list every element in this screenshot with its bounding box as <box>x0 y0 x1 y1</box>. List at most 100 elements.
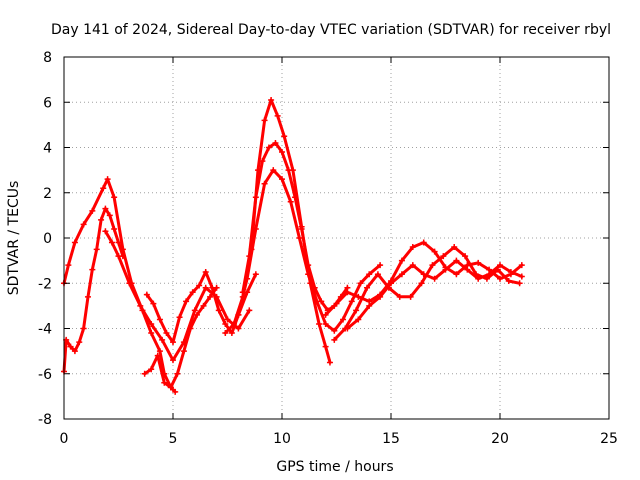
data-point <box>170 339 176 346</box>
data-point <box>316 320 323 327</box>
grid-layer <box>64 57 609 419</box>
data-point <box>507 268 514 275</box>
data-point <box>174 370 181 377</box>
data-point <box>298 225 305 232</box>
data-point <box>261 117 268 124</box>
data-point <box>420 271 427 278</box>
data-point <box>108 239 115 246</box>
data-point <box>407 293 414 300</box>
data-point <box>366 271 373 278</box>
data-point <box>322 311 329 318</box>
series-line <box>332 245 522 342</box>
y-tick-label: 2 <box>43 186 52 202</box>
data-point <box>462 253 469 260</box>
data-point <box>344 325 351 332</box>
data-point <box>252 194 259 201</box>
data-point <box>505 277 512 284</box>
data-point <box>440 253 447 260</box>
data-point <box>388 280 394 287</box>
data-point <box>98 216 105 223</box>
data-point <box>202 268 209 275</box>
data-point <box>287 198 294 205</box>
x-tick-label: 0 <box>60 431 69 447</box>
series-line <box>103 229 251 362</box>
data-point <box>357 280 364 287</box>
data-point <box>80 221 87 228</box>
data-point <box>398 257 405 264</box>
data-point <box>183 298 190 305</box>
data-point <box>159 336 166 343</box>
data-point <box>89 266 96 273</box>
data-point <box>464 266 471 273</box>
data-point <box>228 330 235 337</box>
y-tick-label: 6 <box>43 95 52 111</box>
data-point <box>102 228 109 235</box>
data-point <box>418 280 425 287</box>
data-point <box>261 180 268 187</box>
data-point <box>93 246 100 253</box>
data-point <box>106 212 113 219</box>
data-point <box>154 352 161 359</box>
data-point <box>84 293 91 300</box>
data-point <box>222 320 229 327</box>
satellite-track-9 <box>322 239 525 318</box>
data-point <box>340 316 347 323</box>
data-point <box>518 273 525 280</box>
data-point <box>115 253 122 260</box>
data-point <box>65 262 72 269</box>
data-point <box>292 194 299 201</box>
data-point <box>150 300 157 307</box>
y-tick-label: 0 <box>43 231 52 247</box>
data-point <box>67 343 74 350</box>
data-point <box>305 271 312 278</box>
data-point <box>137 302 144 309</box>
data-point <box>148 320 155 327</box>
data-point <box>111 225 118 232</box>
data-point <box>235 325 242 332</box>
x-tick-label: 10 <box>273 431 291 447</box>
data-point <box>377 293 384 300</box>
data-point <box>483 275 490 282</box>
series-line <box>62 177 177 394</box>
data-point <box>326 359 333 366</box>
data-point <box>156 348 163 355</box>
data-point <box>259 158 266 165</box>
data-point <box>429 262 436 269</box>
data-point <box>274 112 281 119</box>
data-point <box>497 262 503 269</box>
satellite-track-11 <box>344 257 525 332</box>
data-point <box>244 275 251 282</box>
data-point <box>246 307 253 314</box>
satellite-track-3 <box>102 228 253 364</box>
series-line <box>143 286 219 389</box>
data-point <box>191 307 198 314</box>
data-point <box>141 370 148 377</box>
data-point <box>331 327 338 334</box>
data-point <box>431 275 438 282</box>
data-point <box>272 139 279 146</box>
data-point <box>104 176 111 183</box>
data-point <box>475 259 482 266</box>
satellite-track-10 <box>331 244 523 343</box>
data-point <box>279 176 285 183</box>
data-point <box>313 298 320 305</box>
data-point <box>252 271 259 278</box>
data-point <box>252 225 259 232</box>
data-point <box>409 244 416 251</box>
data-point <box>516 280 523 287</box>
data-point <box>148 366 155 373</box>
series-layer <box>61 96 525 395</box>
data-point <box>163 330 170 337</box>
data-point <box>344 289 351 296</box>
data-point <box>268 96 275 103</box>
data-point <box>213 284 220 291</box>
data-point <box>331 336 338 343</box>
tick-label-layer: 0 5 10 15 20 25 -8 -6 -4 -2 0 2 4 6 8 <box>38 50 618 447</box>
data-point <box>167 384 174 391</box>
y-tick-label: -6 <box>38 367 52 383</box>
data-point <box>322 343 329 350</box>
data-point <box>148 330 155 337</box>
data-point <box>202 284 209 291</box>
data-point <box>76 339 83 346</box>
